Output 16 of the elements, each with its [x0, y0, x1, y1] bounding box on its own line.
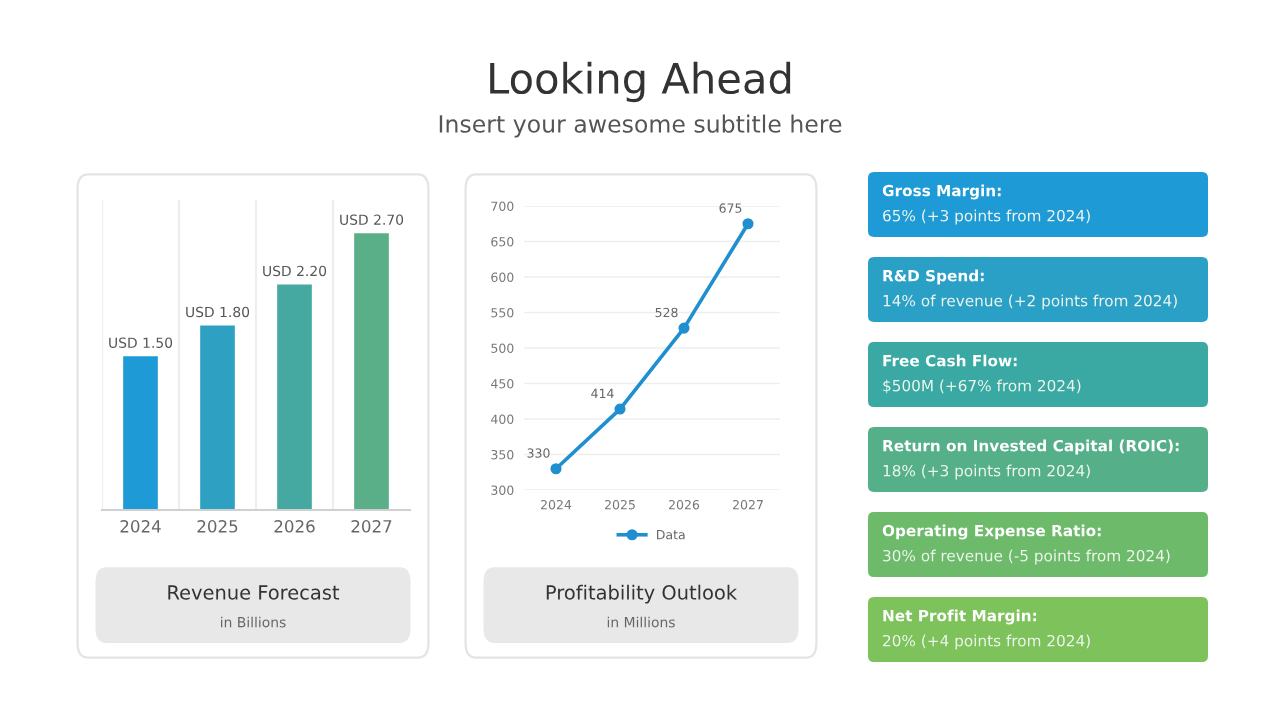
x-tick-label: 2025 — [197, 520, 238, 533]
bar — [200, 325, 235, 510]
point — [550, 463, 562, 475]
point — [678, 322, 690, 334]
text: Profitability Outlook — [546, 584, 738, 604]
bar — [277, 284, 312, 510]
text: Insert your awesome subtitle here — [439, 114, 842, 138]
x-tick-label: 2027 — [351, 520, 392, 533]
bar — [123, 356, 158, 510]
text: Looking Ahead — [490, 61, 791, 103]
point — [614, 403, 626, 415]
x-tick-label: 2026 — [274, 520, 315, 533]
point — [742, 218, 754, 230]
x-tick-label: 2024 — [120, 520, 161, 533]
bar — [354, 233, 389, 510]
text: Revenue Forecast — [168, 585, 340, 600]
